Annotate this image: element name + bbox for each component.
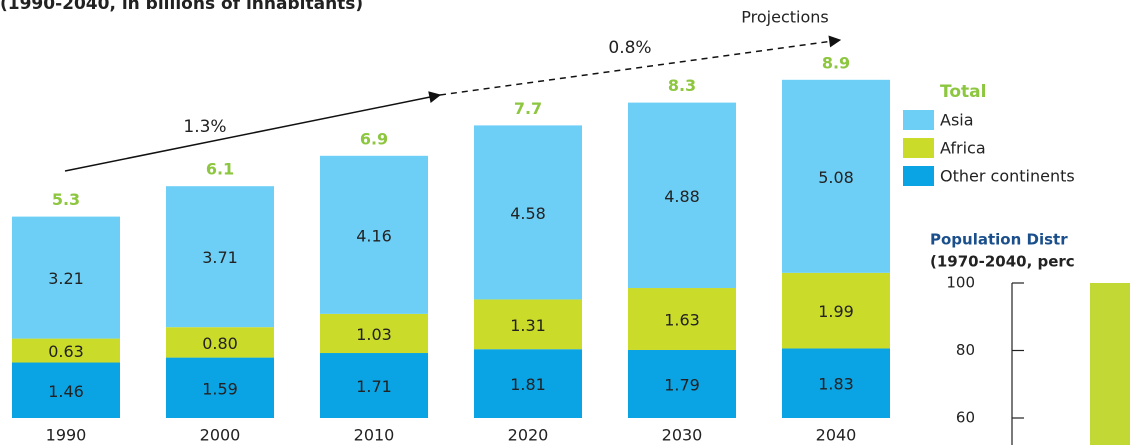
bar-segment: [782, 348, 890, 418]
total-label: 5.3: [52, 190, 80, 209]
bar-segment: [320, 155, 428, 314]
bar-segment: [628, 288, 736, 350]
legend-label: Other continents: [940, 167, 1075, 186]
y-tick-label: 80: [956, 341, 975, 359]
annotation: Projections: [741, 8, 828, 27]
data-label: 5.08: [818, 168, 854, 187]
bar-segment: [166, 357, 274, 418]
bar: [1090, 283, 1130, 445]
chart-title: Population Distr: [930, 231, 1068, 249]
data-label: 1.03: [356, 325, 392, 344]
legend-swatch: [903, 110, 934, 130]
legend-title: Total: [940, 82, 986, 102]
data-label: 1.79: [664, 375, 700, 394]
x-tick-label: 2030: [662, 426, 703, 445]
bar-segment: [166, 327, 274, 358]
x-tick-label: 2000: [200, 426, 241, 445]
data-label: 4.16: [356, 226, 392, 245]
data-label: 1.63: [664, 311, 700, 330]
data-label: 1.31: [510, 316, 546, 335]
bar-segment: [474, 125, 582, 300]
x-tick-label: 2040: [816, 426, 857, 445]
total-label: 8.9: [822, 53, 850, 72]
chart-subtitle: (1970-2040, perc: [930, 253, 1075, 271]
legend-swatch: [903, 166, 934, 186]
data-label: 1.83: [818, 375, 854, 394]
bar-segment: [628, 102, 736, 289]
total-label: 6.1: [206, 160, 234, 179]
data-label: 1.59: [202, 379, 238, 398]
bar-segment: [782, 79, 890, 273]
total-label: 6.9: [360, 129, 388, 148]
bar-segment: [474, 299, 582, 350]
x-tick-label: 2010: [354, 426, 395, 445]
data-label: 1.99: [818, 302, 854, 321]
bar-segment: [12, 216, 120, 339]
bar-segment: [782, 272, 890, 349]
bar-segment: [320, 353, 428, 418]
legend-label: Asia: [940, 111, 974, 130]
total-label: 8.3: [668, 76, 696, 95]
bar-segment: [628, 349, 736, 418]
data-label: 1.81: [510, 375, 546, 394]
annotation: 0.8%: [608, 38, 651, 58]
data-label: 0.63: [48, 342, 84, 361]
total-label: 7.7: [514, 99, 542, 118]
data-label: 0.80: [202, 334, 238, 353]
data-label: 3.21: [48, 269, 84, 288]
chart-title: (1990-2040, in billions of inhabitants): [0, 0, 363, 14]
bar-segment: [166, 186, 274, 328]
y-tick-label: 60: [956, 409, 975, 427]
bar-segment: [474, 349, 582, 418]
data-label: 1.71: [356, 377, 392, 396]
data-label: 3.71: [202, 248, 238, 267]
trend-arrow: [64, 91, 442, 172]
x-tick-label: 1990: [46, 426, 87, 445]
data-label: 4.88: [664, 187, 700, 206]
projection-arrow: [439, 35, 842, 96]
annotation: 1.3%: [183, 117, 226, 137]
data-label: 1.46: [48, 382, 84, 401]
legend-label: Africa: [940, 139, 986, 158]
y-tick-label: 100: [946, 274, 975, 292]
legend-swatch: [903, 138, 934, 158]
bar-segment: [12, 362, 120, 418]
data-label: 4.58: [510, 204, 546, 223]
bar-segment: [320, 313, 428, 354]
x-tick-label: 2020: [508, 426, 549, 445]
bar-segment: [12, 338, 120, 363]
